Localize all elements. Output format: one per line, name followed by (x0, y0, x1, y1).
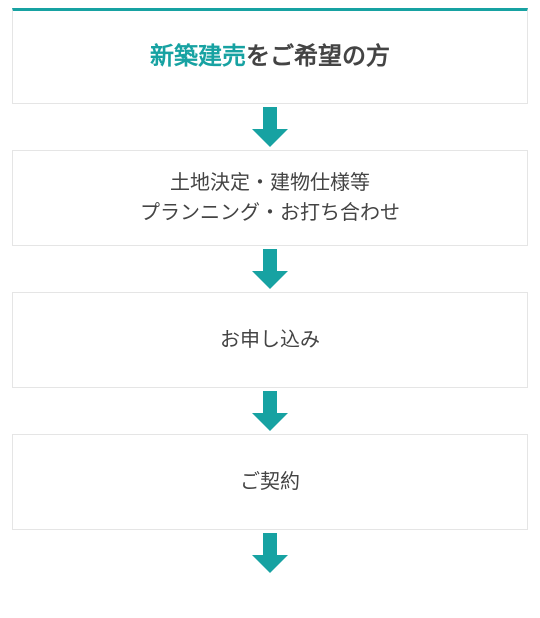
flow-step-box: ご契約 (12, 434, 528, 530)
flow-title-box: 新築建売をご希望の方 (12, 8, 528, 104)
step-line: プランニング・お打ち合わせ (140, 198, 400, 228)
flow-step-box: 土地決定・建物仕様等プランニング・お打ち合わせ (12, 150, 528, 246)
accent-text: 新築建売 (150, 43, 246, 70)
process-flow: 新築建売をご希望の方土地決定・建物仕様等プランニング・お打ち合わせお申し込みご契… (12, 8, 528, 576)
flow-step-box: お申し込み (12, 292, 528, 388)
flow-arrow (252, 530, 288, 576)
flow-arrow (252, 246, 288, 292)
flow-arrow (252, 104, 288, 150)
step-line: 新築建売をご希望の方 (150, 39, 390, 75)
step-line: お申し込み (220, 325, 320, 355)
flow-arrow (252, 388, 288, 434)
plain-text: をご希望の方 (246, 43, 390, 70)
step-line: 土地決定・建物仕様等 (170, 168, 370, 198)
step-line: ご契約 (240, 467, 300, 497)
